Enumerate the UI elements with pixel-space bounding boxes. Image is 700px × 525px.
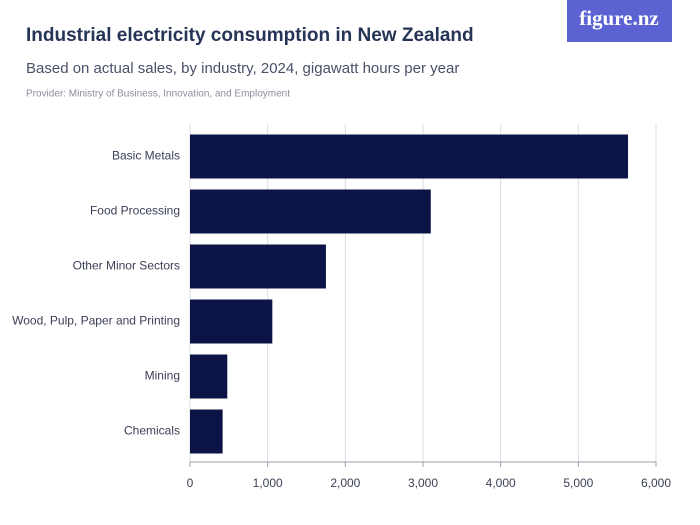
y-tick-label: Food Processing: [90, 204, 180, 218]
bar: [190, 299, 273, 344]
bar: [190, 134, 629, 179]
x-tick-label: 3,000: [408, 476, 438, 490]
x-tick-label: 2,000: [330, 476, 360, 490]
y-tick-label: Chemicals: [124, 424, 180, 438]
chart-subtitle: Based on actual sales, by industry, 2024…: [26, 60, 459, 77]
bar: [190, 244, 326, 289]
logo-box[interactable]: [567, 0, 672, 42]
logo[interactable]: figure.nz: [579, 6, 659, 30]
bar: [190, 409, 223, 454]
x-tick-label: 6,000: [641, 476, 671, 490]
y-tick-label: Wood, Pulp, Paper and Printing: [12, 314, 180, 328]
x-tick-label: 1,000: [253, 476, 283, 490]
x-tick-label: 5,000: [563, 476, 593, 490]
y-tick-label: Other Minor Sectors: [73, 259, 180, 273]
chart-source: Provider: Ministry of Business, Innovati…: [26, 89, 290, 100]
bar: [190, 354, 228, 399]
bar: [190, 189, 431, 234]
x-tick-label: 4,000: [486, 476, 516, 490]
y-tick-label: Mining: [145, 369, 180, 383]
x-tick-label: 0: [187, 476, 194, 490]
y-tick-label: Basic Metals: [112, 149, 180, 163]
chart-title: Industrial electricity consumption in Ne…: [26, 25, 474, 46]
